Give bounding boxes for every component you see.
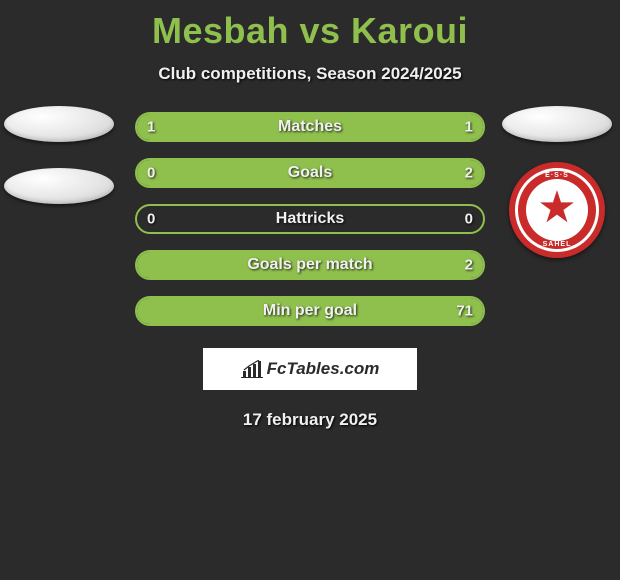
- brand-text: FcTables.com: [267, 359, 380, 379]
- subtitle: Club competitions, Season 2024/2025: [0, 64, 620, 84]
- stat-bar: 0 Goals 2: [135, 158, 485, 188]
- badge-text-bottom: SAHEL: [543, 241, 572, 248]
- stat-value-left: 0: [147, 165, 155, 182]
- stat-bar: 0 Hattricks 0: [135, 204, 485, 234]
- stat-value-right: 71: [456, 303, 473, 320]
- star-icon: ★: [537, 186, 576, 230]
- player-left-placeholder-1: [4, 106, 114, 142]
- brand-box: FcTables.com: [203, 348, 417, 390]
- stat-value-left: 1: [147, 119, 155, 136]
- stat-label: Goals per match: [247, 256, 372, 274]
- chart-icon: [241, 360, 263, 378]
- stat-bar: Goals per match 2: [135, 250, 485, 280]
- stat-bar: 1 Matches 1: [135, 112, 485, 142]
- stat-value-right: 1: [465, 119, 473, 136]
- stat-bar: Min per goal 71: [135, 296, 485, 326]
- stat-value-right: 0: [465, 211, 473, 228]
- club-badge-right: E·S·S ★ SAHEL: [509, 162, 605, 258]
- comparison-area: E·S·S ★ SAHEL 1 Matches 1 0 Goals 2 0 Hattricks…: [0, 112, 620, 326]
- player-right-avatar-stack: E·S·S ★ SAHEL: [502, 106, 612, 258]
- page-title: Mesbah vs Karoui: [0, 0, 620, 52]
- stat-value-left: 0: [147, 211, 155, 228]
- stat-bars-container: 1 Matches 1 0 Goals 2 0 Hattricks 0 Goals per mat…: [135, 112, 485, 326]
- stat-label: Min per goal: [263, 302, 357, 320]
- player-left-avatar-stack: [4, 106, 114, 204]
- player-left-placeholder-2: [4, 168, 114, 204]
- player-right-placeholder: [502, 106, 612, 142]
- date-text: 17 february 2025: [0, 410, 620, 430]
- stat-label: Goals: [288, 164, 332, 182]
- stat-label: Matches: [278, 118, 342, 136]
- stat-value-right: 2: [465, 165, 473, 182]
- stat-label: Hattricks: [276, 210, 344, 228]
- stat-value-right: 2: [465, 257, 473, 274]
